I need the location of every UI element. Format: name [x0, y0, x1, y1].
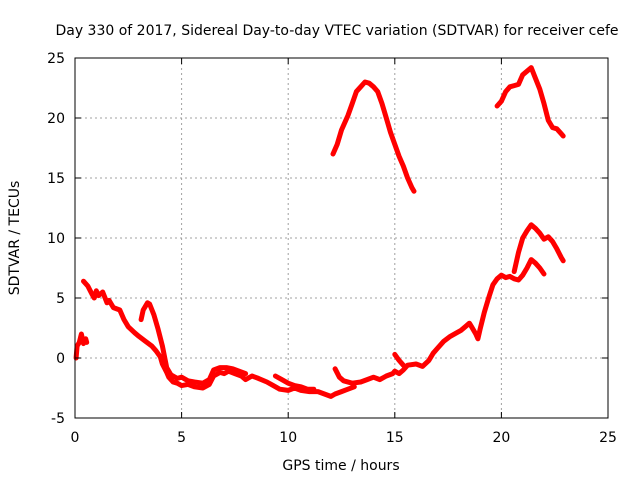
x-tick-label: 15 [386, 430, 404, 446]
y-tick-label: 5 [56, 291, 65, 307]
x-tick-label: 0 [71, 430, 80, 446]
series-arc-4 [272, 373, 317, 392]
series-arc-5 [332, 257, 547, 386]
series-arc-1 [73, 331, 90, 361]
x-tick-label: 5 [177, 430, 186, 446]
y-tick-label: -5 [51, 411, 65, 427]
y-tick-label: 10 [47, 231, 65, 247]
series-arc-6 [392, 351, 406, 368]
y-tick-label: 15 [47, 171, 65, 187]
y-axis-label: SDTVAR / TECUs [7, 181, 23, 296]
x-axis-label: GPS time / hours [282, 458, 399, 474]
y-tick-label: 0 [56, 351, 65, 367]
x-tick-label: 20 [492, 430, 510, 446]
axis-tick-labels: 0 5 10 15 20 25 -5 0 5 10 15 20 25 [47, 51, 617, 446]
grid-lines [75, 58, 608, 418]
series-arc-7 [330, 79, 417, 194]
series-arc-8 [494, 65, 566, 139]
x-tick-label: 25 [599, 430, 617, 446]
y-tick-label: 25 [47, 51, 65, 67]
series-arc-3 [138, 300, 249, 386]
y-tick-label: 20 [47, 111, 65, 127]
series-arc-2 [81, 278, 357, 399]
data-series [73, 65, 566, 399]
series-arc-9 [511, 222, 566, 275]
axis-ticks [74, 57, 609, 419]
chart-title: Day 330 of 2017, Sidereal Day-to-day VTE… [55, 23, 618, 39]
x-tick-label: 10 [279, 430, 297, 446]
